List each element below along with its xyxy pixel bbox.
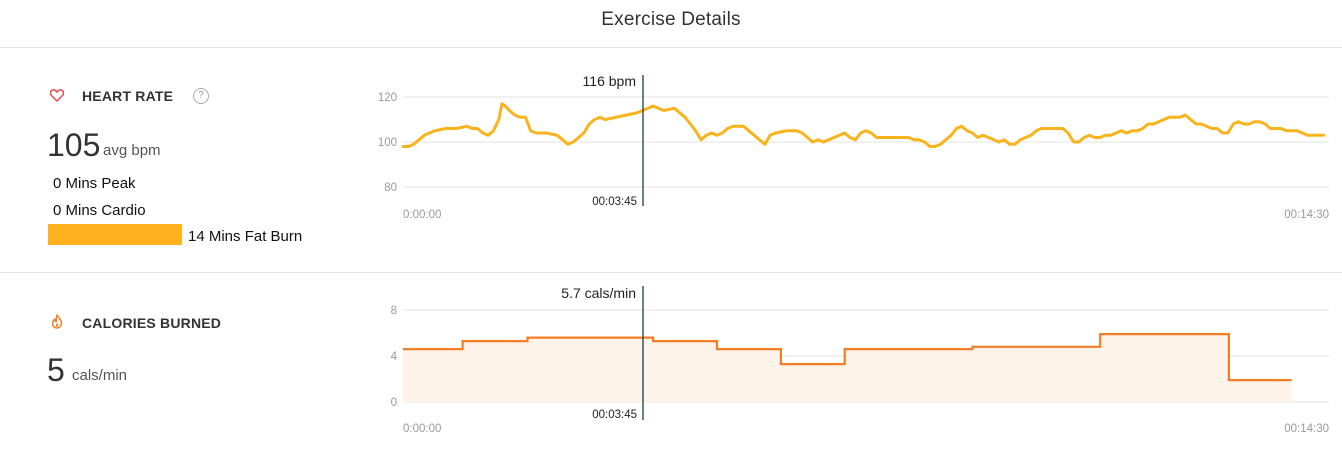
avg-calories-unit: cals/min — [72, 367, 128, 384]
heart-rate-y-tick-label: 100 — [378, 137, 397, 149]
calories-y-tick-label: 0 — [391, 397, 397, 409]
calories-y-tick-label: 8 — [391, 305, 397, 317]
page-title: Exercise Details — [601, 9, 741, 30]
heart-rate-chart[interactable]: 80 100 120 116 bpm 00:03:45 0:00:00 00:14:… — [0, 0, 1342, 270]
zone-peak: 0 Mins Peak — [53, 175, 136, 192]
help-icon[interactable]: ? — [193, 88, 209, 104]
calories-y-tick-label: 4 — [391, 351, 398, 363]
avg-calories-value: 5 — [47, 352, 65, 388]
heart-icon — [50, 89, 64, 102]
avg-heart-rate-unit: avg bpm — [103, 142, 161, 159]
calories-burned-label: CALORIES BURNED — [82, 315, 222, 331]
heart-rate-marker-value: 116 bpm — [583, 73, 636, 89]
zone-fat-burn: 14 Mins Fat Burn — [188, 228, 303, 245]
zone-fat-burn-bar — [48, 224, 182, 245]
zone-cardio: 0 Mins Cardio — [53, 202, 146, 219]
heart-rate-series-line — [401, 102, 1326, 148]
calories-series-area — [403, 334, 1292, 402]
avg-heart-rate-value: 105 — [47, 127, 101, 163]
calories-marker-time: 00:03:45 — [592, 409, 637, 421]
heart-rate-y-tick-label: 120 — [378, 92, 397, 104]
heart-rate-x-tick-start: 0:00:00 — [403, 209, 441, 221]
calories-x-tick-start: 0:00:00 — [403, 423, 441, 435]
calories-marker-value: 5.7 cals/min — [561, 285, 636, 301]
heart-rate-marker-time: 00:03:45 — [592, 196, 637, 208]
section-divider — [0, 272, 1342, 273]
heart-rate-x-tick-end: 00:14:30 — [1284, 209, 1329, 221]
heart-rate-label: HEART RATE — [82, 88, 174, 104]
calories-series-line — [403, 333, 1292, 382]
flame-icon — [51, 314, 63, 329]
calories-x-tick-end: 00:14:30 — [1284, 423, 1329, 435]
heart-rate-y-tick-label: 80 — [384, 182, 397, 194]
page-header: Exercise Details — [0, 0, 1342, 48]
